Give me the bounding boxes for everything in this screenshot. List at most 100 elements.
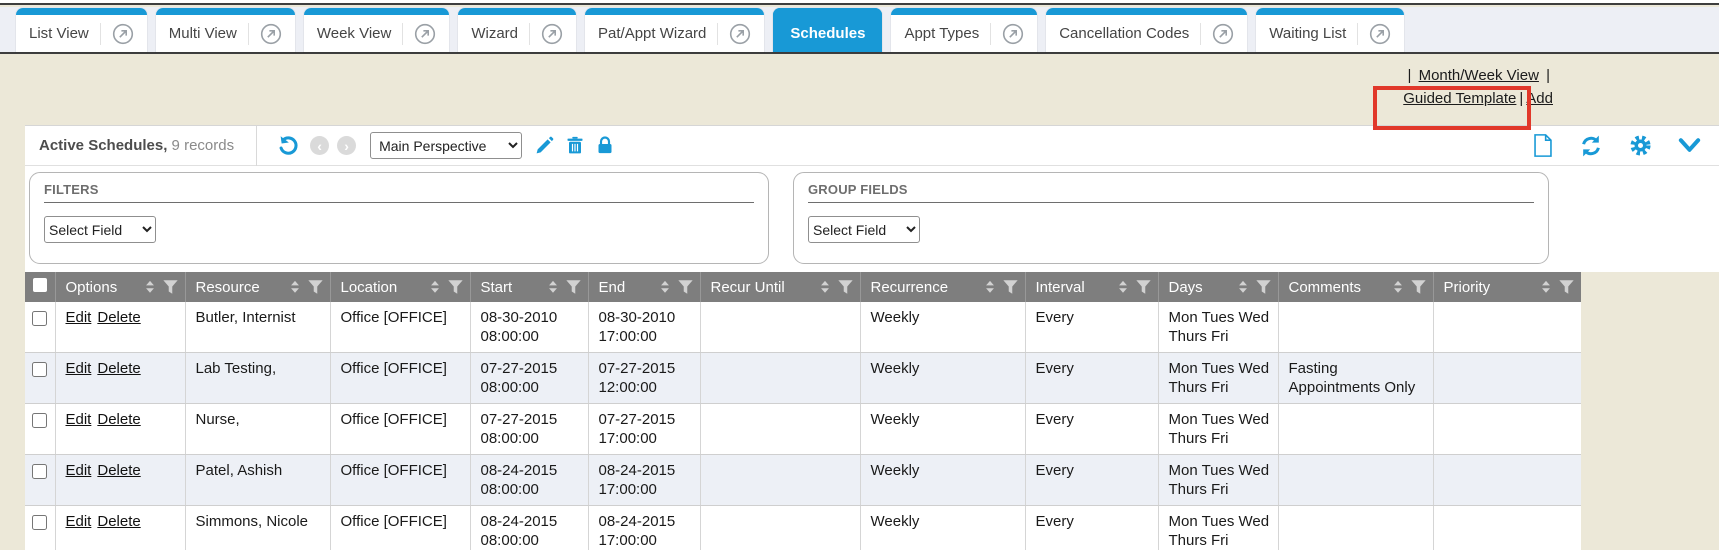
tab-schedules[interactable]: Schedules (773, 8, 883, 52)
tab-appt-types[interactable]: Appt Types (891, 8, 1038, 52)
tab-wizard[interactable]: Wizard (458, 8, 577, 52)
row-checkbox[interactable] (32, 515, 48, 530)
sort-icon[interactable] (1391, 279, 1405, 295)
delete-link[interactable]: Delete (97, 360, 141, 377)
sort-icon[interactable] (818, 279, 832, 295)
column-controls (428, 279, 464, 295)
gear-icon[interactable] (1629, 134, 1652, 157)
tab-body[interactable]: Appt Types (891, 15, 1037, 52)
refresh-icon[interactable] (1579, 134, 1603, 158)
filter-funnel-icon[interactable] (162, 279, 179, 295)
column-header-priority[interactable]: Priority (1433, 272, 1581, 302)
filter-funnel-icon[interactable] (447, 279, 464, 295)
tab-body[interactable]: Waiting List (1256, 15, 1404, 52)
tab-week-view[interactable]: Week View (303, 8, 450, 52)
guided-template-link[interactable]: Guided Template (1403, 90, 1517, 107)
column-header-days[interactable]: Days (1158, 272, 1279, 302)
tab-multi-view[interactable]: Multi View (155, 8, 295, 52)
perspective-select[interactable]: Main Perspective (370, 132, 523, 159)
undo-icon[interactable] (277, 134, 300, 157)
sort-icon[interactable] (1116, 279, 1130, 295)
filter-funnel-icon[interactable] (565, 279, 582, 295)
column-header-comments[interactable]: Comments (1278, 272, 1434, 302)
lock-icon[interactable] (595, 135, 615, 156)
open-external-icon[interactable] (1357, 22, 1391, 45)
tab-body[interactable]: List View (16, 15, 147, 52)
column-header-end[interactable]: End (588, 272, 701, 302)
open-external-icon[interactable] (1200, 22, 1234, 45)
prev-icon[interactable]: ‹ (310, 136, 330, 155)
sort-icon[interactable] (1236, 279, 1250, 295)
chevron-down-icon[interactable] (1678, 137, 1701, 155)
location-cell: Office [OFFICE] (330, 352, 471, 404)
row-checkbox[interactable] (32, 311, 48, 326)
column-header-location[interactable]: Location (330, 272, 471, 302)
tab-list-view[interactable]: List View (16, 8, 147, 52)
filters-field-select[interactable]: Select Field (44, 216, 156, 243)
priority-cell (1433, 403, 1581, 455)
row-checkbox[interactable] (32, 464, 48, 479)
column-header-recur-until[interactable]: Recur Until (700, 272, 861, 302)
tab-body[interactable]: Week View (304, 15, 449, 52)
column-header-options[interactable]: Options (55, 272, 186, 302)
sort-icon[interactable] (428, 279, 442, 295)
open-external-icon[interactable] (247, 22, 282, 45)
column-header-start[interactable]: Start (470, 272, 589, 302)
edit-link[interactable]: Edit (65, 360, 92, 377)
sort-icon[interactable] (983, 279, 997, 295)
trash-icon[interactable] (565, 135, 585, 156)
edit-link[interactable]: Edit (65, 462, 92, 479)
group-fields-select[interactable]: Select Field (808, 216, 920, 243)
end-cell: 08-24-2015 17:00:00 (588, 454, 701, 506)
document-icon[interactable] (1533, 134, 1553, 157)
pencil-icon[interactable] (534, 135, 555, 156)
open-external-icon[interactable] (99, 22, 134, 45)
select-all-checkbox[interactable] (25, 272, 56, 302)
delete-link[interactable]: Delete (97, 411, 141, 428)
sort-icon[interactable] (143, 279, 157, 295)
edit-link[interactable]: Edit (65, 411, 92, 428)
column-header-interval[interactable]: Interval (1025, 272, 1159, 302)
open-external-icon[interactable] (402, 22, 436, 45)
row-checkbox[interactable] (32, 362, 48, 377)
sort-icon[interactable] (1539, 279, 1553, 295)
tab-waiting-list[interactable]: Waiting List (1256, 8, 1405, 52)
tab-body[interactable]: Multi View (156, 15, 295, 52)
filter-funnel-icon[interactable] (1410, 279, 1427, 295)
filter-funnel-icon[interactable] (1135, 279, 1152, 295)
tab-cancellation-codes[interactable]: Cancellation Codes (1046, 8, 1248, 52)
delete-link[interactable]: Delete (97, 462, 141, 479)
filter-funnel-icon[interactable] (837, 279, 854, 295)
select-all-checkbox-box[interactable] (32, 278, 47, 292)
filter-funnel-icon[interactable] (307, 279, 324, 295)
tab-body[interactable]: Pat/Appt Wizard (585, 15, 764, 52)
tab-body[interactable]: Cancellation Codes (1046, 15, 1247, 52)
edit-link[interactable]: Edit (65, 513, 92, 530)
filter-funnel-icon[interactable] (677, 279, 694, 295)
filter-funnel-icon[interactable] (1255, 279, 1272, 295)
options-cell: Edit Delete (55, 505, 186, 550)
column-header-resource[interactable]: Resource (185, 272, 331, 302)
tab-pat-appt-wizard[interactable]: Pat/Appt Wizard (585, 8, 765, 52)
delete-link[interactable]: Delete (97, 513, 141, 530)
edit-link[interactable]: Edit (65, 309, 92, 326)
add-link[interactable]: Add (1526, 90, 1553, 107)
open-external-icon[interactable] (529, 22, 563, 45)
tab-body[interactable]: Schedules (773, 15, 882, 52)
end-cell: 07-27-2015 12:00:00 (588, 352, 701, 404)
row-checkbox[interactable] (32, 413, 48, 428)
sort-icon[interactable] (658, 279, 672, 295)
filter-funnel-icon[interactable] (1002, 279, 1019, 295)
sort-icon[interactable] (288, 279, 302, 295)
column-header-recurrence[interactable]: Recurrence (860, 272, 1026, 302)
filter-funnel-icon[interactable] (1558, 279, 1575, 295)
comments-cell: Fasting Appointments Only (1278, 352, 1434, 404)
delete-link[interactable]: Delete (97, 309, 141, 326)
open-external-icon[interactable] (990, 22, 1024, 45)
tab-body[interactable]: Wizard (458, 15, 576, 52)
next-icon[interactable]: › (337, 136, 357, 155)
month-week-view-link[interactable]: Month/Week View (1418, 67, 1539, 84)
open-external-icon[interactable] (717, 22, 751, 45)
sort-icon[interactable] (546, 279, 560, 295)
